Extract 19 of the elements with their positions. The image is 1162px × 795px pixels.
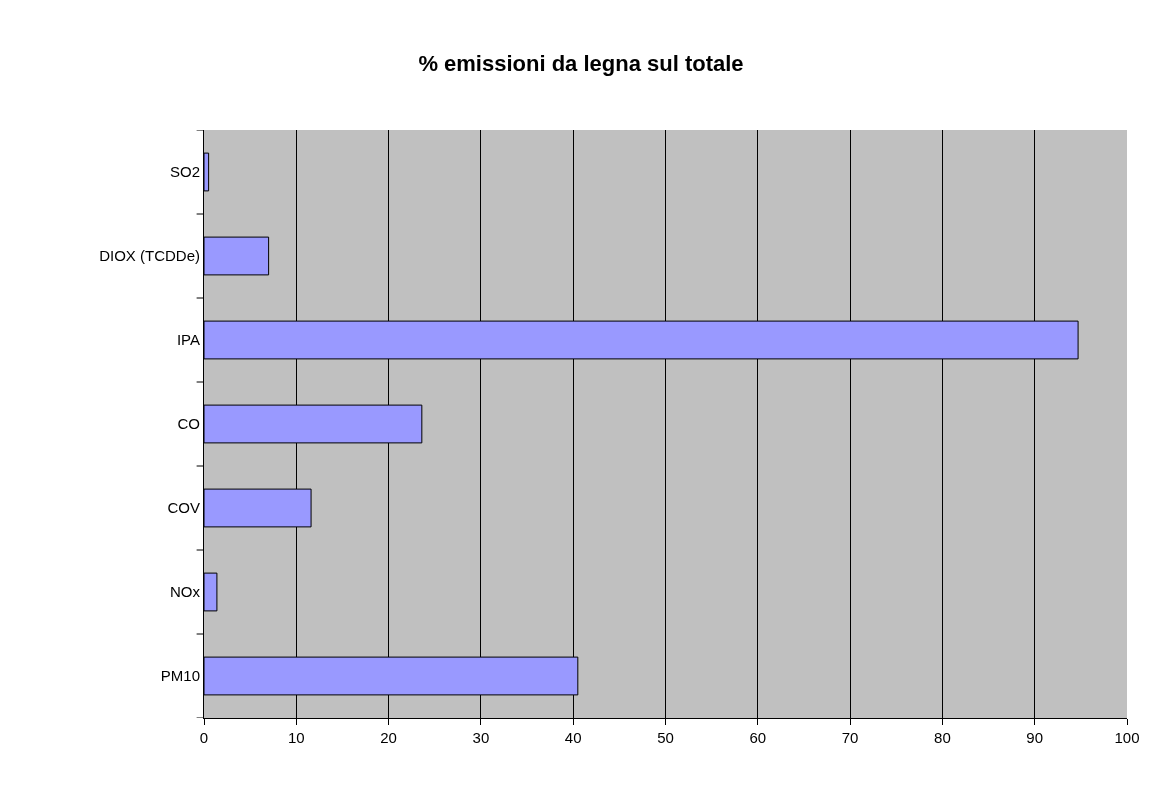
x-tick-label: 90 — [1026, 729, 1044, 746]
x-tick-label: 70 — [841, 729, 859, 746]
x-tick-label: 40 — [564, 729, 582, 746]
x-tick-label: 10 — [287, 729, 305, 746]
chart-title: % emissioni da legna sul totale — [418, 51, 744, 77]
y-tick-label: COV — [167, 499, 200, 517]
y-tick-label: PM10 — [160, 667, 200, 685]
x-tick-label: 60 — [749, 729, 767, 746]
y-tick-label: SO2 — [169, 163, 200, 181]
y-tick-label: NOx — [170, 583, 201, 601]
x-tick-label: 100 — [1114, 729, 1140, 746]
x-tick-label: 0 — [199, 729, 209, 746]
y-tick-label: IPA — [176, 331, 200, 349]
x-tick-label: 30 — [472, 729, 490, 746]
y-tick-label: DIOX (TCDDe) — [99, 247, 200, 265]
x-tick-label: 80 — [934, 729, 951, 746]
x-tick-label: 50 — [657, 729, 674, 746]
y-tick-label: CO — [177, 415, 200, 433]
x-tick-label: 20 — [380, 729, 397, 746]
